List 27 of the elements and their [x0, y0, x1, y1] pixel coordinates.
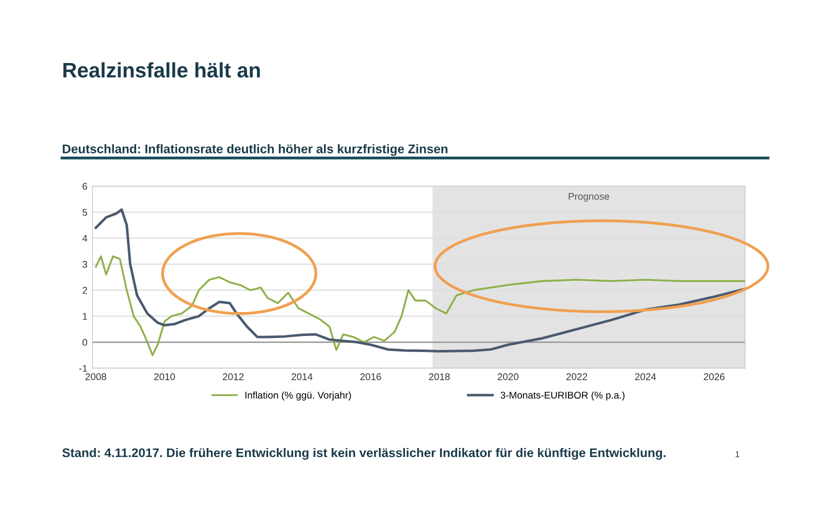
x-tick-label: 2012 [222, 373, 244, 380]
y-tick-label: 3 [82, 260, 88, 268]
band-label: Prognose [568, 193, 610, 202]
legend-label: 3-Monats-EURIBOR (% p.a.) [500, 391, 624, 401]
x-tick-label: 2020 [498, 373, 518, 380]
x-tick-label: 2014 [292, 373, 312, 380]
chart-title: Realzinsfalle hält an [63, 62, 260, 78]
line-series [94, 255, 746, 356]
legend-label: Inflation (% ggü. Vorjahr) [245, 391, 351, 401]
x-tick-label: 2026 [704, 373, 725, 380]
y-tick-label: 1 [82, 312, 88, 320]
x-tick-label: 2024 [635, 373, 656, 380]
y-tick-label: 5 [82, 208, 88, 216]
x-tick-label: 2018 [429, 373, 450, 380]
line-series [94, 208, 746, 353]
x-tick-label: 2016 [360, 373, 382, 380]
y-tick-label: 0 [82, 338, 88, 346]
x-tick-label: 2010 [154, 373, 175, 380]
y-tick-label: 6 [82, 182, 88, 190]
x-tick-label: 2008 [86, 373, 106, 380]
chart-subtitle: Deutschland: Inflationsrate deutlich höher als kurzfristige Zinsen [62, 144, 448, 156]
y-tick-label: 2 [82, 286, 88, 294]
y-tick-label: 4 [82, 234, 88, 242]
y-tick-label: -1 [79, 364, 88, 372]
text: Stand: 4.11.2017. Die frühere Entwicklung ist kein verlässlicher Indikator für die künftige Entwicklung. [62, 448, 666, 460]
x-tick-label: 2022 [566, 373, 588, 380]
text: 1 [736, 451, 740, 458]
